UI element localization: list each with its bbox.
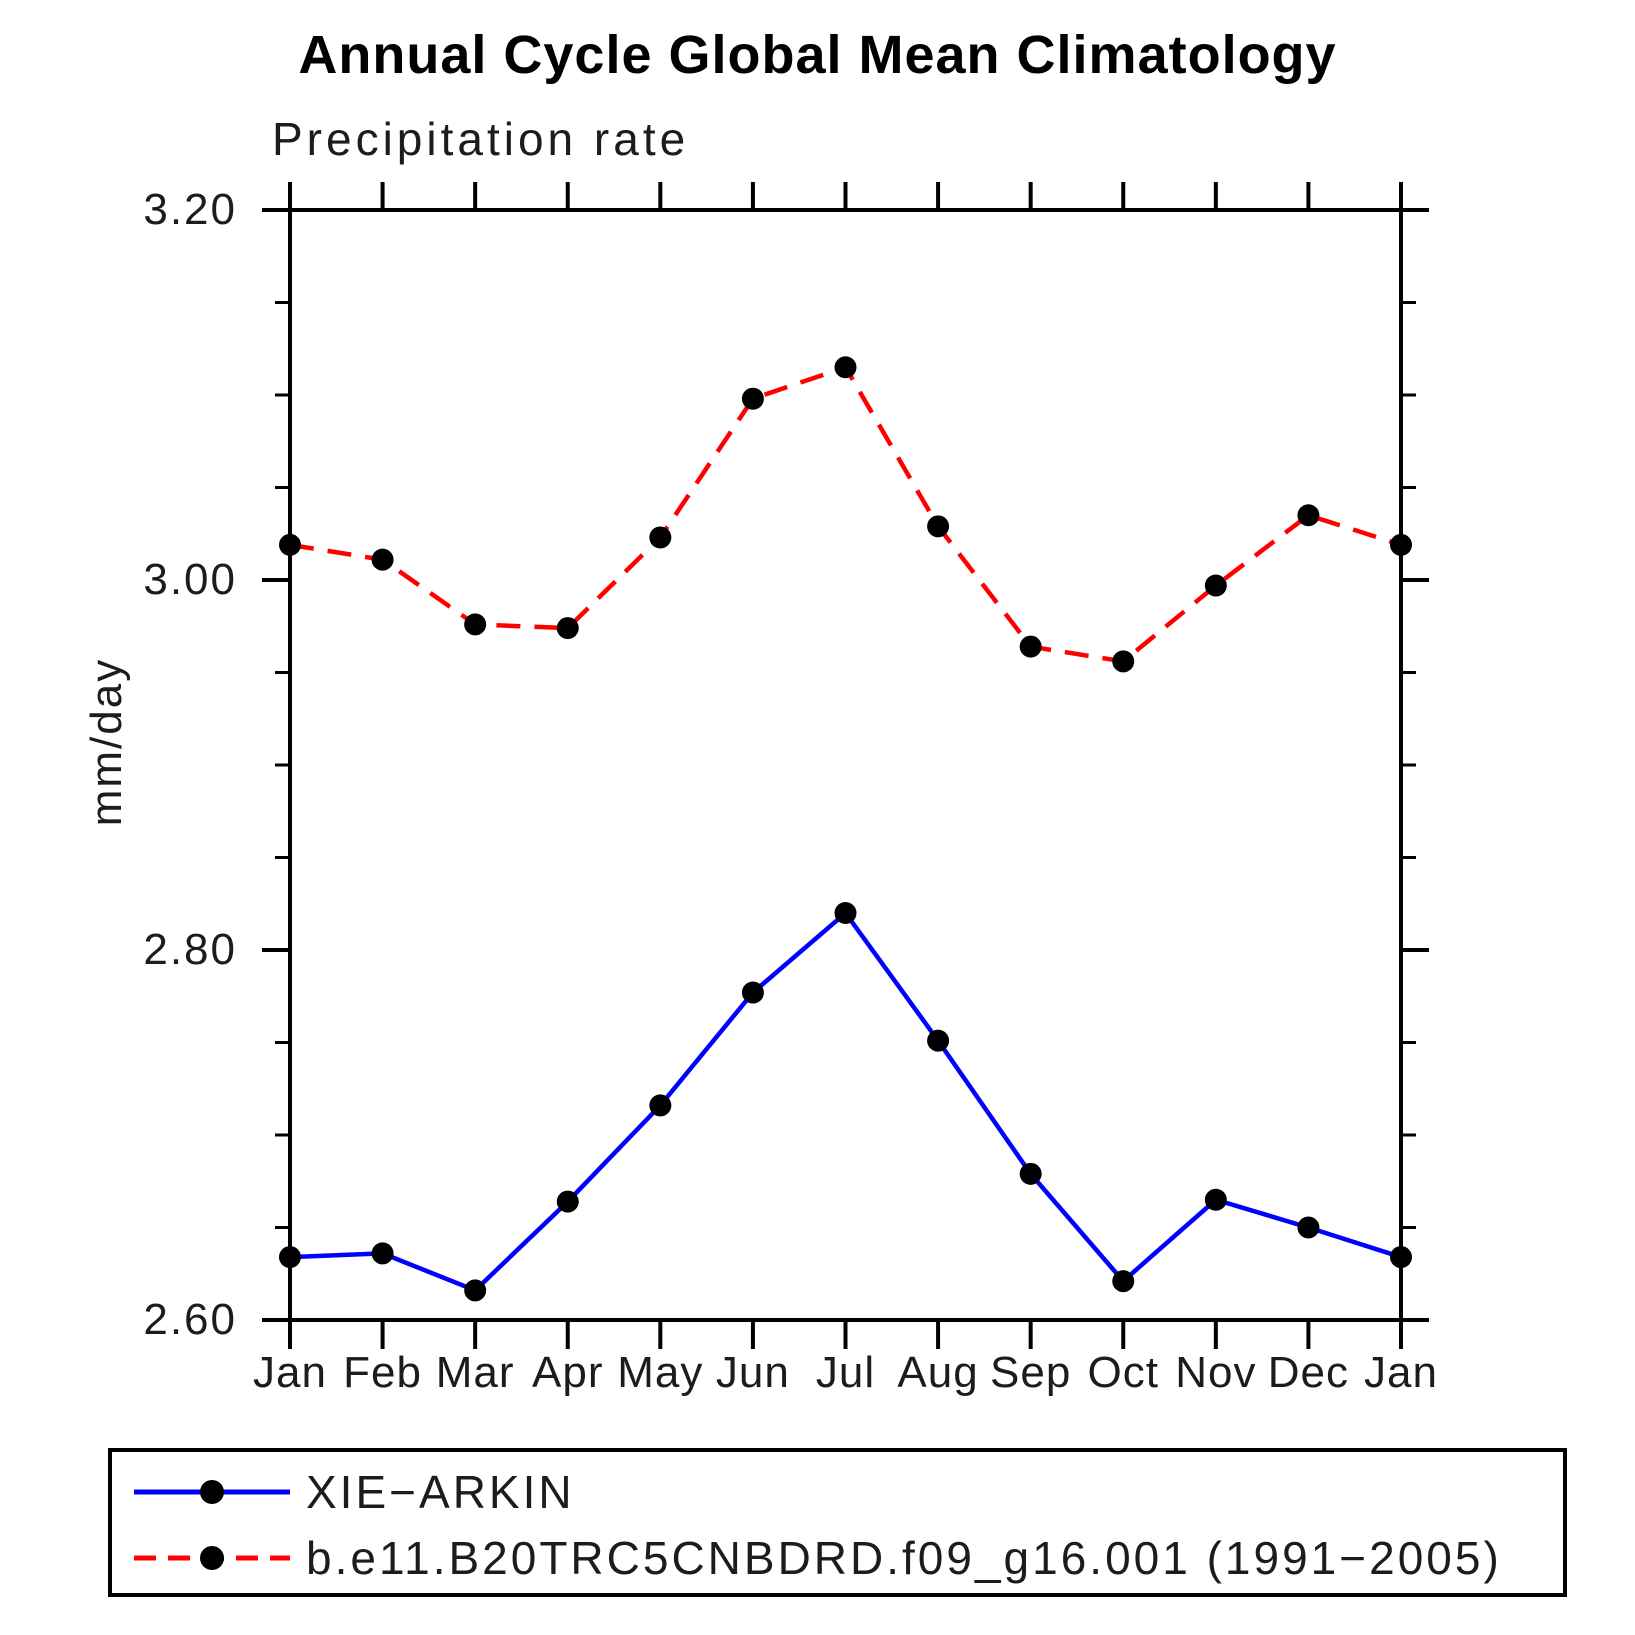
data-point-marker [649, 1094, 672, 1117]
x-tick-label: Jun [715, 1348, 790, 1397]
data-point-marker [1112, 1270, 1135, 1293]
x-tick-label: Feb [343, 1348, 422, 1397]
chart-subtitle: Precipitation rate [272, 113, 690, 165]
x-tick-label: Aug [897, 1348, 979, 1397]
data-point-marker [649, 526, 672, 549]
x-tick-label: Jan [253, 1348, 327, 1397]
legend-marker-icon [200, 1546, 224, 1570]
data-point-marker [1019, 1162, 1042, 1185]
y-tick-label: 3.20 [143, 185, 237, 234]
y-tick-label: 3.00 [143, 555, 237, 604]
data-point-marker [1204, 1188, 1227, 1211]
legend-row: b.e11.B20TRC5CNBDRD.f09_g16.001 (1991−20… [130, 1528, 1502, 1588]
legend-marker-icon [200, 1480, 224, 1504]
data-point-marker [371, 1242, 394, 1265]
y-tick-label: 2.80 [143, 925, 237, 974]
series-line [289, 364, 1402, 664]
x-tick-label: Mar [435, 1348, 515, 1397]
data-point-marker [371, 548, 394, 571]
data-point-marker [556, 617, 579, 640]
legend-label: XIE−ARKIN [306, 1466, 575, 1518]
data-point-marker [927, 515, 950, 538]
data-point-marker [1297, 504, 1320, 527]
data-point-marker [927, 1029, 950, 1052]
data-point-marker [834, 356, 857, 379]
data-point-marker [1204, 574, 1227, 597]
x-tick-label: Apr [532, 1348, 604, 1397]
legend-sample [134, 1546, 290, 1570]
data-point-marker [279, 533, 301, 556]
data-point-marker [741, 981, 764, 1004]
data-point-marker [1390, 1246, 1412, 1269]
data-point-marker [741, 387, 764, 410]
legend-sample [134, 1480, 290, 1504]
x-tick-label: Oct [1087, 1348, 1159, 1397]
chart-title: Annual Cycle Global Mean Climatology [298, 25, 1337, 85]
x-tick-label: Dec [1267, 1348, 1350, 1397]
data-point-marker [279, 1246, 301, 1269]
x-tick-label: Nov [1175, 1348, 1257, 1397]
x-tick-label: Jan [1364, 1348, 1438, 1397]
data-point-marker [1112, 650, 1135, 673]
data-point-marker [1390, 533, 1412, 556]
x-tick-label: Sep [990, 1348, 1072, 1397]
legend: XIE−ARKIN b.e11.B20TRC5CNBDRD.f09_g16.001… [108, 1448, 1567, 1597]
series-line [289, 909, 1402, 1294]
y-tick-label: 2.60 [143, 1295, 237, 1344]
x-tick-label: Jul [815, 1348, 876, 1397]
data-point-marker [464, 613, 487, 636]
legend-label: b.e11.B20TRC5CNBDRD.f09_g16.001 (1991−20… [306, 1532, 1502, 1584]
data-point-marker [1019, 635, 1042, 658]
data-point-marker [464, 1279, 487, 1302]
data-point-marker [556, 1190, 579, 1213]
legend-row: XIE−ARKIN [130, 1462, 575, 1522]
x-tick-label: May [617, 1348, 704, 1397]
data-point-marker [834, 902, 857, 924]
data-point-marker [1297, 1216, 1320, 1239]
